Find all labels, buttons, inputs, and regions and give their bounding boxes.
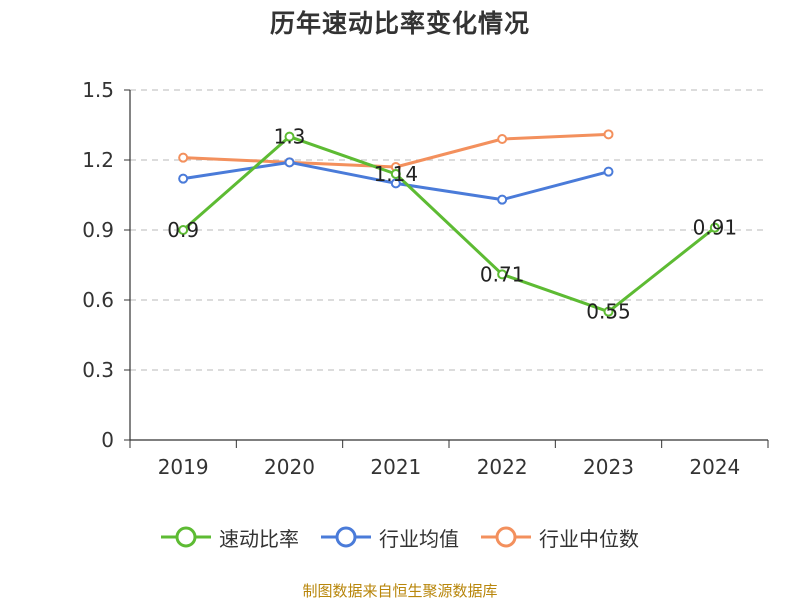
data-point-1 <box>178 173 189 184</box>
data-point-0 <box>709 222 720 233</box>
x-tick-label: 2021 <box>370 455 421 479</box>
legend-label: 行业均值 <box>379 526 459 551</box>
data-label: 0.71 <box>480 262 525 286</box>
legend-item-industry-mean[interactable]: 行业均值 <box>321 522 459 552</box>
y-tick-label: 0.3 <box>82 358 114 382</box>
y-tick-label: 1.5 <box>82 78 114 102</box>
data-point-0 <box>178 225 189 235</box>
data-point-1 <box>390 178 401 189</box>
legend-line-marker-icon <box>321 526 371 548</box>
data-labels: 0.9 1.3 1.14 0.71 0.55 0.91 <box>167 125 737 324</box>
legend-item-quick-ratio[interactable]: 速动比率 <box>161 522 299 552</box>
data-point-2 <box>178 152 189 163</box>
data-label: 1.3 <box>274 125 306 149</box>
data-label: 0.91 <box>693 216 738 240</box>
legend-line-marker-icon <box>481 526 531 548</box>
legend: 速动比率 行业均值 行业中位数 <box>0 521 800 553</box>
data-point-0 <box>497 269 508 280</box>
x-tick-label: 2019 <box>158 455 209 479</box>
y-tick-label: 1.2 <box>82 148 114 172</box>
footer-source: 制图数据来自恒生聚源数据库 <box>302 582 498 600</box>
axes: 0 0.3 0.6 0.9 1.2 1.5 2019 2020 2021 2022 2023 2024 <box>82 78 769 479</box>
data-label: 0.9 <box>167 218 199 242</box>
legend-item-industry-median[interactable]: 行业中位数 <box>481 522 639 552</box>
x-tick-label: 2023 <box>583 455 634 479</box>
legend-label: 行业中位数 <box>539 526 639 551</box>
legend-line-marker-icon <box>161 526 211 548</box>
data-point-0 <box>390 169 401 179</box>
data-label: 1.14 <box>374 162 419 186</box>
series-lines <box>178 129 720 317</box>
x-tick-label: 2020 <box>264 455 315 479</box>
data-point-1 <box>497 194 508 205</box>
y-tick-label: 0.6 <box>82 288 114 312</box>
data-label: 0.55 <box>586 300 631 324</box>
y-tick-label: 0 <box>101 428 114 452</box>
data-point-0 <box>603 306 614 317</box>
chart-title: 历年速动比率变化情况 <box>269 9 530 38</box>
data-point-2 <box>497 134 508 144</box>
x-tick-label: 2024 <box>689 455 740 479</box>
gridlines <box>130 89 768 371</box>
series-line-0 <box>182 135 716 314</box>
data-point-1 <box>603 166 614 177</box>
data-point-1 <box>284 157 295 168</box>
y-tick-label: 0.9 <box>82 218 114 242</box>
legend-label: 速动比率 <box>219 526 299 551</box>
data-point-0 <box>284 131 295 142</box>
data-point-2 <box>603 129 614 140</box>
x-tick-label: 2022 <box>477 455 528 479</box>
